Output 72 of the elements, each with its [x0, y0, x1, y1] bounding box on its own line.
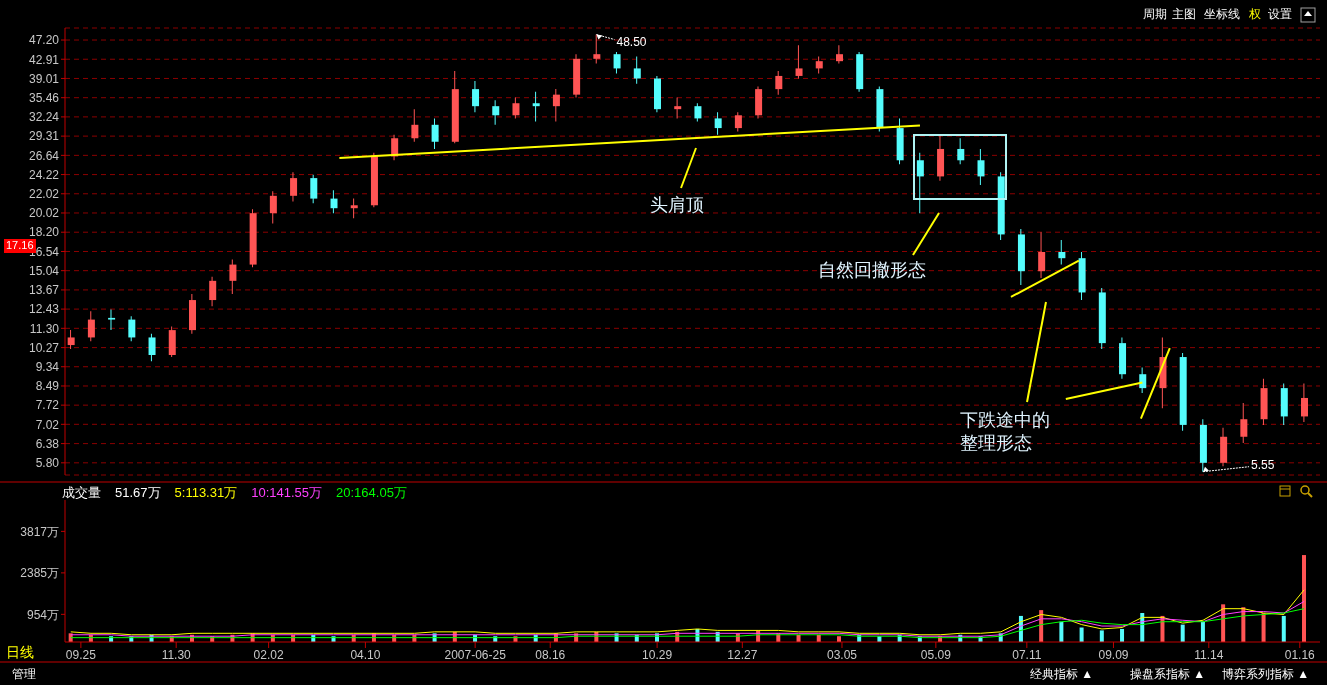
x-tick-label: 09.09	[1098, 647, 1129, 662]
x-tick-label: 07.11	[1012, 647, 1042, 662]
text: 日线	[6, 644, 34, 662]
y-tick-label: 3817万	[20, 524, 59, 539]
bar	[1200, 621, 1205, 642]
y-tick-label: 29.31	[28, 129, 60, 144]
line-series	[70, 608, 1305, 639]
x-tick-label: 03.05	[826, 647, 858, 662]
y-tick-label: 39.01	[28, 71, 60, 86]
text: 10:141.55万	[251, 484, 323, 502]
bar	[1099, 630, 1104, 642]
y-tick-label: 42.91	[28, 52, 60, 67]
x-tick-label: 02.02	[253, 647, 284, 662]
bar	[1261, 613, 1266, 642]
text: 坐标线	[1204, 7, 1240, 22]
bar	[1281, 615, 1286, 642]
bar	[1120, 628, 1125, 642]
bar	[1180, 624, 1185, 642]
annotation: 下跌途中的整理形态	[960, 409, 1051, 454]
x-tick-label: 09.25	[65, 647, 97, 662]
text: 20:164.05万	[336, 484, 407, 502]
annotation: 48.50	[616, 34, 647, 49]
text: 权	[1249, 7, 1261, 22]
y-tick-label: 8.49	[35, 379, 60, 394]
y-tick-label: 6.38	[35, 436, 60, 451]
y-tick-label: 18.20	[28, 225, 60, 240]
text: 周期	[1143, 7, 1167, 22]
y-tick-label: 954万	[26, 607, 59, 622]
bar	[1059, 621, 1064, 642]
x-tick-label: 05.09	[920, 647, 952, 662]
y-tick-label: 22.02	[28, 187, 60, 202]
text: 管理	[12, 667, 36, 682]
annotation: 5.55	[1251, 457, 1275, 472]
text: 5:113.31万	[174, 484, 238, 502]
x-tick-label: 10.29	[642, 647, 673, 662]
annotation: 头肩顶	[650, 194, 704, 217]
x-tick-label: 01.16	[1284, 647, 1316, 662]
y-tick-label: 10.27	[28, 340, 60, 355]
x-tick-label: 04.10	[350, 647, 381, 662]
text: 经典指标 ▲	[1030, 667, 1094, 682]
text: 设置	[1268, 7, 1292, 22]
y-tick-label: 11.30	[29, 321, 60, 336]
x-tick-label: 2007-06-25	[444, 647, 507, 662]
y-tick-label: 35.46	[28, 90, 60, 105]
chart-title: 成交量	[62, 484, 101, 502]
text: 操盘系指标 ▲	[1130, 667, 1206, 682]
text: 主图	[1172, 7, 1196, 22]
y-tick-label: 24.22	[28, 167, 60, 182]
y-tick-label: 15.04	[28, 263, 60, 278]
x-tick-label: 11.30	[161, 647, 192, 662]
text: 博弈系列指标 ▲	[1222, 667, 1310, 682]
chart-subtitle: 51.67万	[115, 484, 161, 502]
annotation: 自然回撤形态	[818, 259, 926, 282]
y-tick-label: 32.24	[28, 110, 60, 125]
x-tick-label: 11.14	[1194, 647, 1224, 662]
y-tick-label: 13.67	[28, 283, 60, 298]
y-tick-label: 20.02	[28, 206, 60, 221]
y-tick-label: 5.80	[35, 456, 60, 471]
line-series	[70, 600, 1305, 637]
y-tick-label: 2385万	[20, 566, 59, 581]
x-tick-label: 12.27	[727, 647, 758, 662]
y-tick-label: 47.20	[28, 33, 60, 48]
y-tick-label: 26.64	[28, 148, 60, 163]
y-tick-label: 7.72	[35, 398, 60, 413]
y-tick-label: 9.34	[35, 360, 60, 374]
x-tick-label: 08.16	[535, 647, 566, 662]
bar	[1079, 627, 1084, 642]
y-tick-label: 7.02	[35, 417, 60, 432]
y-tick-label: 12.43	[28, 302, 60, 317]
line-series	[70, 589, 1305, 636]
candlestick	[532, 91, 540, 122]
bar	[1302, 555, 1306, 642]
